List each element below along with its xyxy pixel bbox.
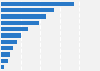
- Bar: [1, 21, 39, 25]
- Bar: [1, 59, 8, 63]
- Bar: [1, 14, 46, 19]
- Bar: [1, 46, 13, 50]
- Bar: [1, 33, 21, 38]
- Bar: [1, 8, 54, 12]
- Bar: [1, 52, 10, 57]
- Bar: [1, 27, 28, 31]
- Bar: [1, 2, 74, 6]
- Bar: [1, 40, 17, 44]
- Bar: [1, 65, 4, 69]
